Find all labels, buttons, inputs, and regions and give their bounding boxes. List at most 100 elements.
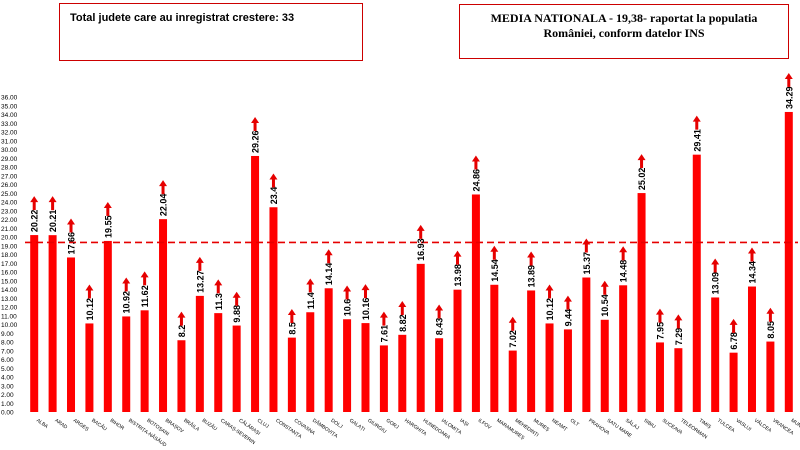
value-label: 25.02 <box>637 168 647 191</box>
up-arrow-icon <box>287 309 296 324</box>
x-tick-label: ILFOV <box>477 418 493 432</box>
up-arrow-icon <box>784 72 793 87</box>
y-tick-label: 12.00 <box>1 305 18 312</box>
y-tick-label: 35.00 <box>1 103 18 110</box>
value-label: 13.09 <box>711 272 721 295</box>
x-tick-label: GIURGIU <box>366 418 387 435</box>
y-tick-label: 4.00 <box>1 375 14 382</box>
bar <box>140 310 149 412</box>
up-arrow-icon <box>67 218 76 233</box>
up-arrow-icon <box>48 196 57 211</box>
x-tick-label: IAȘI <box>458 418 469 428</box>
value-label: 7.95 <box>655 322 665 340</box>
y-tick-label: 2.00 <box>1 392 14 399</box>
y-tick-label: 36.00 <box>1 95 18 102</box>
bar <box>453 289 462 412</box>
bar <box>619 285 628 412</box>
value-label: 19.55 <box>103 215 113 238</box>
value-label: 22.04 <box>159 194 169 217</box>
up-arrow-icon <box>655 308 664 323</box>
up-arrow-icon <box>122 277 131 292</box>
y-tick-label: 7.00 <box>1 348 14 355</box>
y-tick-label: 34.00 <box>1 112 18 119</box>
value-label: 14.34 <box>747 261 757 284</box>
bar <box>251 155 260 412</box>
value-label: 7.02 <box>508 330 518 348</box>
bar <box>674 348 683 412</box>
bar <box>711 297 720 412</box>
bar <box>508 350 517 412</box>
value-label: 15.37 <box>582 252 592 275</box>
value-label: 9.88 <box>232 305 242 323</box>
bar <box>232 325 241 412</box>
x-tick-label: BRĂILA <box>182 417 201 433</box>
y-tick-label: 17.00 <box>1 261 18 268</box>
value-label: 7.29 <box>674 328 684 346</box>
y-tick-label: 23.00 <box>1 208 18 215</box>
value-label: 6.78 <box>729 332 739 350</box>
value-label: 10.6 <box>343 299 353 317</box>
bar <box>159 219 168 412</box>
x-tick-label: ARAD <box>53 418 68 431</box>
bar <box>195 295 204 412</box>
bar <box>692 154 701 412</box>
national-average-line1: MEDIA NATIONALA - 19,38- raportat la pop… <box>490 11 758 25</box>
x-tick-label: ARGEȘ <box>72 418 90 433</box>
x-tick-label: SIBIU <box>642 418 656 431</box>
y-tick-label: 32.00 <box>1 130 18 137</box>
up-arrow-icon <box>343 285 352 300</box>
value-label: 9.44 <box>563 309 573 327</box>
x-tick-label: VÂLCEA <box>753 417 774 434</box>
up-arrow-icon <box>85 284 94 299</box>
bar <box>269 207 278 412</box>
national-average-line2: României, conform datelor INS <box>543 26 705 40</box>
value-label: 8.5 <box>287 322 297 335</box>
x-tick-label: ALBA <box>35 418 49 431</box>
y-tick-label: 13.00 <box>1 296 18 303</box>
up-arrow-icon <box>471 155 480 170</box>
value-label: 10.12 <box>85 298 95 321</box>
value-label: 14.14 <box>324 263 334 286</box>
increase-count-box: Total judete care au inregistrat crester… <box>59 3 363 61</box>
up-arrow-icon <box>453 250 462 265</box>
x-tick-label: NEAMȚ <box>550 418 568 433</box>
increase-count-text: Total judete care au inregistrat crester… <box>70 12 295 24</box>
y-tick-label: 30.00 <box>1 147 18 154</box>
up-arrow-icon <box>159 180 168 195</box>
x-tick-label: CLUJ <box>256 418 270 430</box>
x-tick-label: GALAȚI <box>348 418 366 433</box>
value-label: 10.12 <box>545 298 555 321</box>
y-tick-label: 19.00 <box>1 243 18 250</box>
value-label: 11.62 <box>140 285 150 307</box>
bar <box>85 323 94 412</box>
y-tick-label: 3.00 <box>1 383 14 390</box>
y-tick-label: 6.00 <box>1 357 14 364</box>
y-tick-label: 18.00 <box>1 252 18 259</box>
up-arrow-icon <box>619 246 628 261</box>
y-tick-label: 16.00 <box>1 270 18 277</box>
up-arrow-icon <box>674 314 683 329</box>
bar <box>67 257 76 412</box>
x-tick-label: DOLJ <box>330 418 344 431</box>
value-label: 34.29 <box>784 86 794 109</box>
y-tick-label: 5.00 <box>1 366 14 373</box>
up-arrow-icon <box>747 247 756 262</box>
up-arrow-icon <box>30 196 39 211</box>
bar <box>361 323 370 412</box>
up-arrow-icon <box>324 249 333 264</box>
bar <box>729 352 738 412</box>
up-arrow-icon <box>361 284 370 299</box>
value-label: 17.66 <box>67 232 77 255</box>
y-tick-label: 27.00 <box>1 173 18 180</box>
value-label: 14.54 <box>490 259 500 282</box>
up-arrow-icon <box>582 238 591 253</box>
y-tick-label: 31.00 <box>1 138 18 145</box>
up-arrow-icon <box>766 307 775 322</box>
bar <box>655 342 664 412</box>
up-arrow-icon <box>398 301 407 316</box>
y-tick-label: 25.00 <box>1 191 18 198</box>
x-axis-labels: ALBA ARAD ARGEȘ BACĂU BIHOR BISTRIȚA-NĂSĂUDBO… <box>35 417 800 450</box>
bar <box>177 340 186 412</box>
value-label: 29.41 <box>692 129 702 152</box>
